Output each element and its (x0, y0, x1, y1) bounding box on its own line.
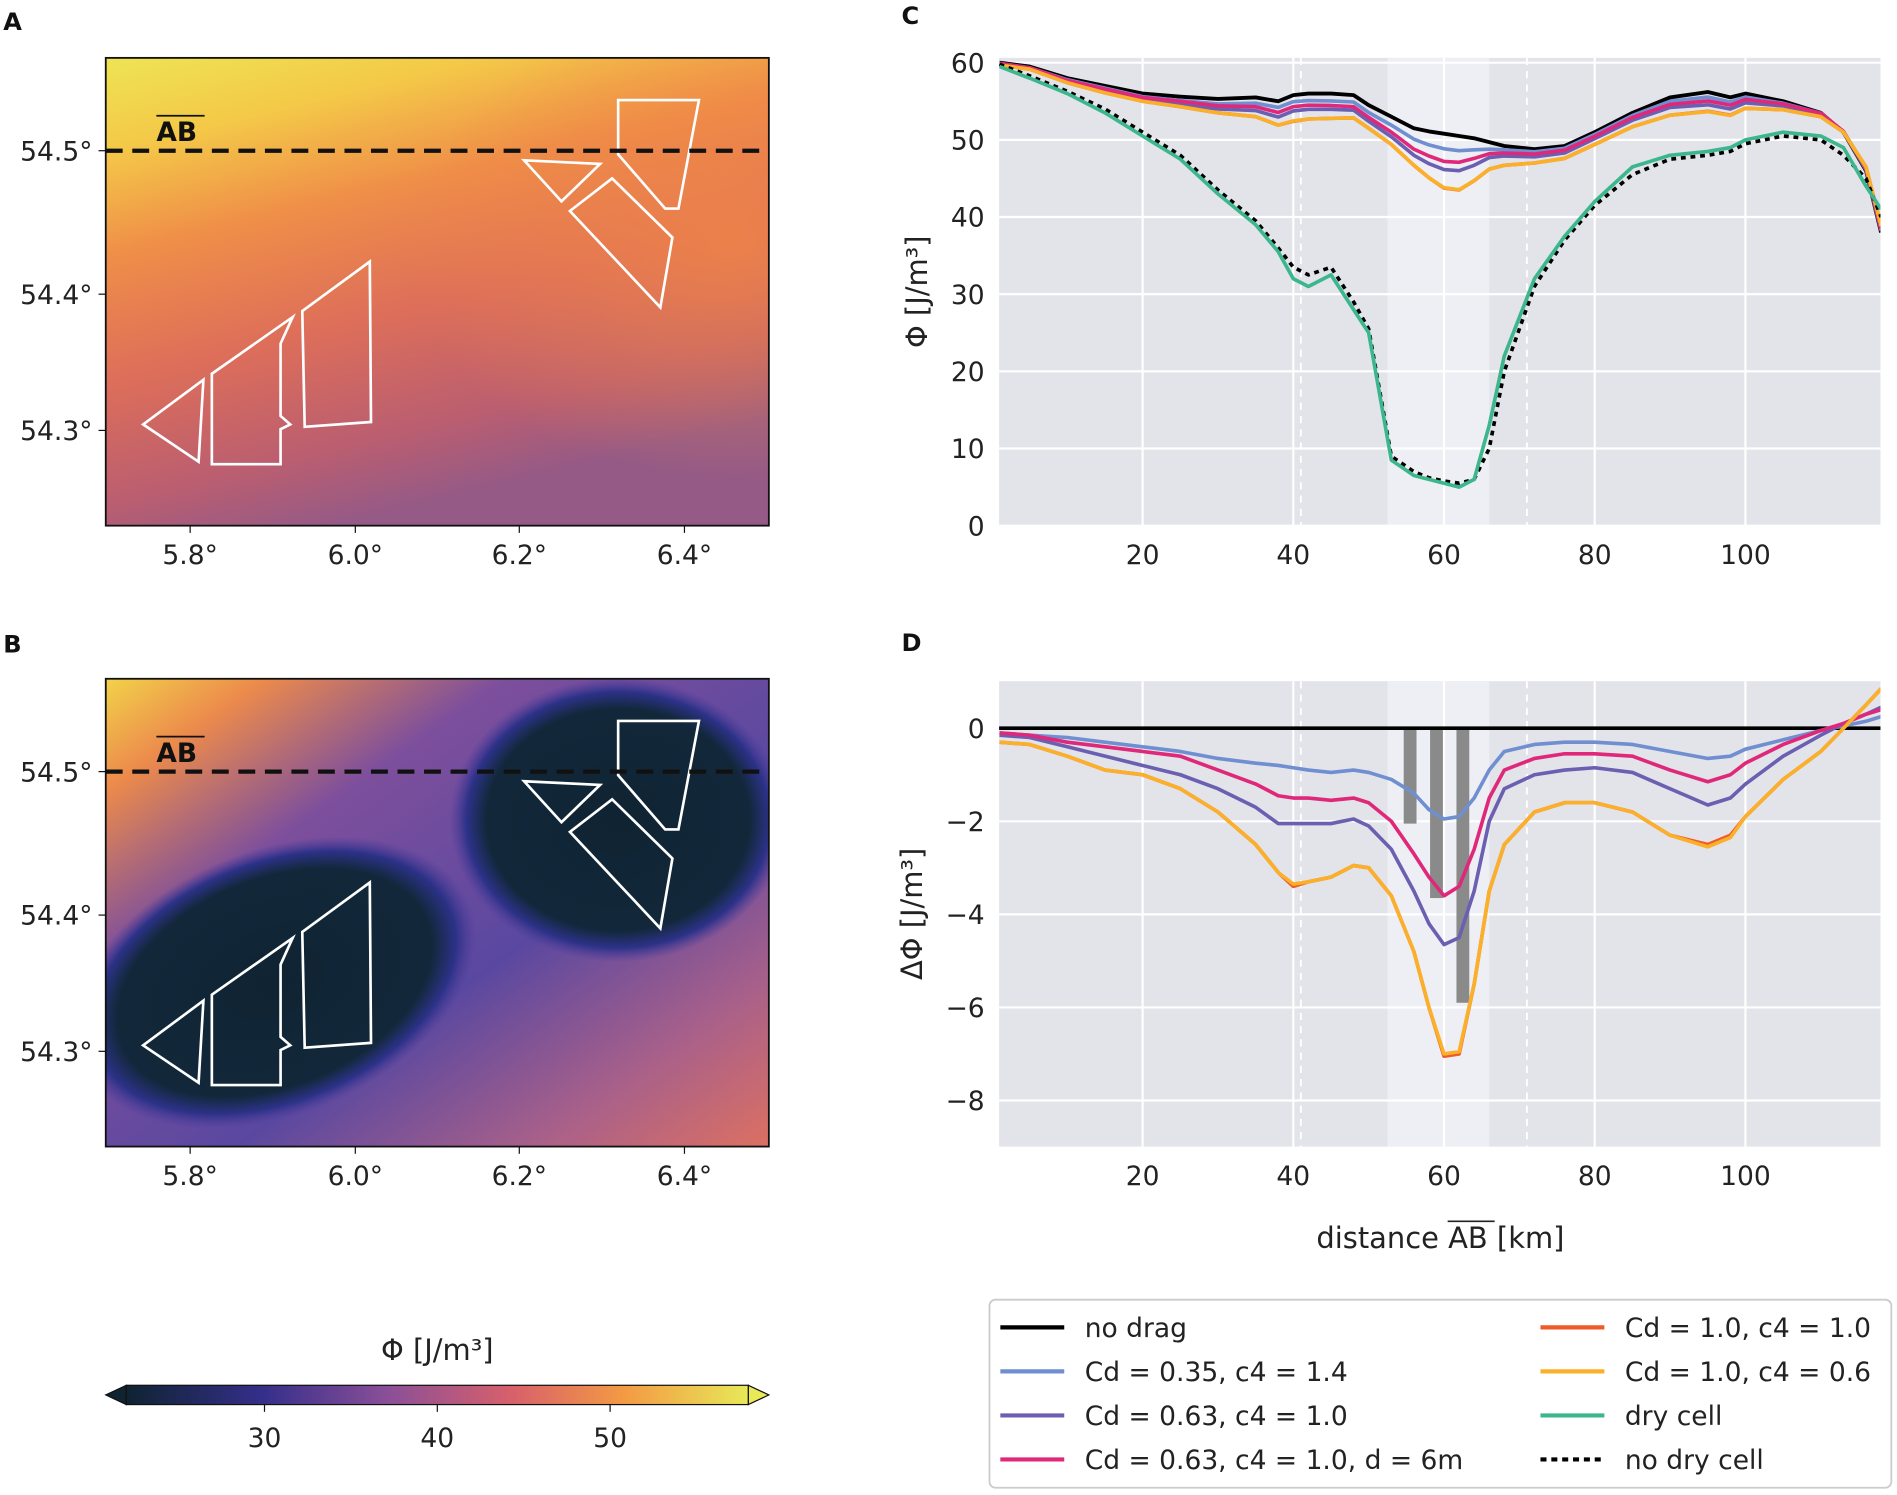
map-y-tick-label: 54.4° (20, 280, 92, 311)
legend-label: no drag (1085, 1313, 1187, 1344)
colorbar (125, 1384, 749, 1406)
dry-cell-bar (1403, 728, 1417, 824)
map-x-tick-label: 5.8° (162, 540, 217, 571)
legend: no drag Cd = 0.35, c4 = 1.4 Cd = 0.63, c4 … (1000, 1313, 1871, 1476)
series-cd1c06-c (999, 63, 1881, 227)
y-tick-label-c: 10 (951, 434, 985, 465)
wind-farm-outline (300, 879, 373, 1050)
legend-label: Cd = 1.0, c4 = 1.0 (1625, 1313, 1871, 1344)
legend-label: Cd = 0.63, c4 = 1.0 (1085, 1401, 1348, 1432)
transect-label-b: AB (156, 738, 197, 769)
y-tick-label-d: −4 (946, 900, 985, 931)
map-x-tick-label: 6.0° (328, 1161, 383, 1192)
x-tick-label-d: 20 (1126, 1161, 1160, 1192)
y-axis-label-d: ΔΦ [J/m³] (895, 848, 929, 980)
chart-c: 20 40 60 80 100 0 10 20 30 40 50 60 (951, 48, 1881, 571)
wind-farm-outline (210, 313, 296, 466)
map-a-frame (104, 56, 770, 527)
series-cd063-d (999, 705, 1881, 947)
colorbar-tick-label: 30 (248, 1423, 282, 1454)
wind-farm-outline (520, 158, 604, 204)
y-tick-label-c: 30 (951, 280, 985, 311)
wind-farms-b (140, 719, 701, 1087)
x-tick-label-d: 40 (1276, 1161, 1310, 1192)
colorbar-extend-low (104, 1384, 127, 1406)
x-tick-label-c: 80 (1578, 540, 1612, 571)
map-y-tick-label: 54.5° (20, 757, 92, 788)
panel-label-a: A (3, 8, 22, 36)
legend-label: dry cell (1625, 1401, 1722, 1432)
series-cd035-d (999, 714, 1881, 821)
legend-label: no dry cell (1625, 1445, 1764, 1476)
wind-farm-outline (140, 997, 205, 1086)
map-a-field-overlay (105, 57, 769, 526)
map-b-frame (104, 677, 770, 1148)
wind-farm-outline (520, 779, 604, 825)
wind-farm-outline (300, 259, 373, 429)
wind-farm-outline (567, 176, 674, 311)
legend-label: Cd = 0.35, c4 = 1.4 (1085, 1357, 1348, 1388)
series-cd063d6-c (999, 61, 1881, 230)
wake-blob-west (105, 836, 477, 1129)
chart-d: 20 40 60 80 100 0 −2 −4 −6 −8 (946, 681, 1881, 1192)
map-y-tick-label: 54.3° (20, 416, 92, 447)
map-x-tick-label: 6.2° (492, 1161, 547, 1192)
wind-farm-outline (616, 98, 701, 210)
map-x-tick-label: 6.4° (657, 540, 712, 571)
map-x-tick-label: 6.0° (328, 540, 383, 571)
y-tick-label-c: 0 (968, 511, 985, 542)
x-tick-label-c: 40 (1276, 540, 1310, 571)
y-tick-label-d: −8 (946, 1086, 985, 1117)
x-tick-label-c: 100 (1720, 540, 1771, 571)
series-cd1c06-d (999, 687, 1881, 1056)
wind-farm-outline (210, 934, 296, 1087)
map-y-tick-label: 54.5° (20, 136, 92, 167)
legend-box (988, 1298, 1893, 1489)
x-tick-label-c: 60 (1427, 540, 1461, 571)
colorbar-tick-label: 40 (420, 1423, 454, 1454)
y-axis-label-c: Φ [J/m³] (900, 235, 934, 348)
map-y-tick-label: 54.4° (20, 901, 92, 932)
colorbar-ticks: 30 40 50 (248, 1404, 627, 1454)
legend-label: Cd = 1.0, c4 = 0.6 (1625, 1357, 1871, 1388)
map-y-tick-label: 54.3° (20, 1037, 92, 1068)
colorbar-extend-high (747, 1384, 771, 1406)
transect-label-a: AB (156, 117, 197, 148)
series-dry-cell-c (999, 64, 1881, 489)
y-tick-label-d: 0 (968, 714, 985, 745)
y-tick-label-c: 40 (951, 203, 985, 234)
colorbar-label: Φ [J/m³] (381, 1333, 494, 1367)
panel-label-d: D (901, 629, 921, 657)
panel-label-c: C (901, 2, 919, 30)
map-x-tick-label: 5.8° (162, 1161, 217, 1192)
x-axis-label-d: distance AB [km] (1316, 1221, 1564, 1255)
panel-label-b: B (3, 630, 21, 658)
colorbar-tick-label: 50 (593, 1423, 627, 1454)
x-tick-label-c: 20 (1126, 540, 1160, 571)
series-cd063d6-d (999, 707, 1881, 898)
wind-farm-outline (567, 797, 674, 932)
map-x-tick-label: 6.4° (657, 1161, 712, 1192)
wake-blob-east (449, 678, 769, 963)
wind-farms-a (140, 98, 701, 466)
y-tick-label-d: −2 (946, 807, 985, 838)
y-tick-label-c: 20 (951, 357, 985, 388)
y-tick-label-c: 50 (951, 126, 985, 157)
map-a (105, 57, 769, 526)
x-tick-label-d: 100 (1720, 1161, 1771, 1192)
series-cd063-c (999, 62, 1881, 230)
x-tick-label-d: 80 (1578, 1161, 1612, 1192)
wind-farm-outline (616, 719, 701, 831)
map-ticks: 5.8° 6.0° 6.2° 6.4° 54.5° 54.4° 54.3° 5.8° 6.0° 6… (20, 136, 712, 1192)
y-tick-label-d: −6 (946, 993, 985, 1024)
map-b (105, 678, 769, 1147)
legend-label: Cd = 0.63, c4 = 1.0, d = 6m (1085, 1445, 1463, 1476)
y-tick-label-c: 60 (951, 48, 985, 79)
x-tick-label-d: 60 (1427, 1161, 1461, 1192)
wind-farm-outline (140, 377, 205, 465)
series-no-drag-c (999, 60, 1881, 233)
wind-farm-region-c (1387, 57, 1490, 526)
map-x-tick-label: 6.2° (492, 540, 547, 571)
